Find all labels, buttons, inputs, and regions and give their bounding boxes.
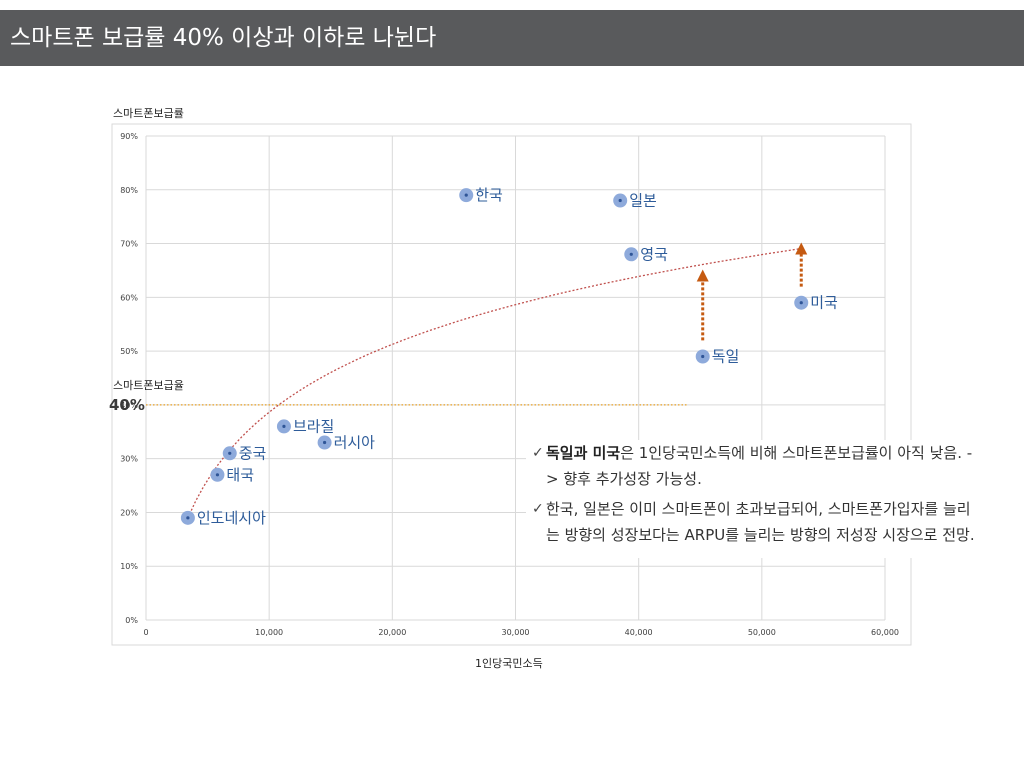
point-label: 일본 xyxy=(629,192,657,210)
data-point-center xyxy=(322,440,327,445)
data-point-center xyxy=(282,424,286,428)
x-tick-label: 50,000 xyxy=(748,628,776,637)
y-tick-label: 20% xyxy=(120,508,138,517)
point-label: 영국 xyxy=(640,245,668,263)
point-label: 독일 xyxy=(712,347,740,365)
note-item-2: ✓ 한국, 일본은 이미 스마트폰이 초과보급되어, 스마트폰가입자를 늘리는 … xyxy=(530,496,978,548)
y-tick-label: 80% xyxy=(120,186,138,195)
y-tick-label: 60% xyxy=(120,293,138,302)
point-label: 러시아 xyxy=(334,434,376,452)
data-point-center xyxy=(464,193,468,197)
x-axis-title: 1인당국민소득 xyxy=(475,657,543,670)
title-bar: 스마트폰 보급률 40% 이상과 이하로 나뉜다 xyxy=(0,10,1024,66)
data-point-center xyxy=(215,473,220,477)
note1-text: 은 1인당국민소득에 비해 스마트폰보급률이 아직 낮음. -> 향후 추가성장… xyxy=(546,444,973,488)
data-point-center xyxy=(186,516,190,520)
x-tick-label: 40,000 xyxy=(625,628,653,637)
axis-labels: 0% 10% 20% 30% 40% 50% 60% 70% 80% 90% 0 10,000 20,0… xyxy=(120,132,899,637)
threshold-label: 스마트폰보급율 xyxy=(113,379,184,392)
y-axis-title: 스마트폰보급률 xyxy=(113,107,184,120)
note-item-1: ✓ 독일과 미국은 1인당국민소득에 비해 스마트폰보급률이 아직 낮음. ->… xyxy=(530,440,978,492)
data-point-center xyxy=(701,354,705,359)
data-point-center xyxy=(799,301,803,305)
note1-bold: 독일과 미국 xyxy=(546,444,621,462)
x-tick-label: 0 xyxy=(143,628,148,637)
data-point-center xyxy=(228,451,232,455)
point-label: 미국 xyxy=(810,294,838,312)
data-point-center xyxy=(629,252,633,256)
point-label: 한국 xyxy=(475,186,503,204)
chart-border xyxy=(111,123,912,646)
point-label: 중국 xyxy=(239,444,267,462)
y-tick-label: 90% xyxy=(120,132,138,141)
x-tick-label: 60,000 xyxy=(871,628,899,637)
check-icon: ✓ xyxy=(532,445,544,461)
arrow-head xyxy=(795,242,808,255)
y-tick-label: 0% xyxy=(125,616,138,625)
x-tick-label: 30,000 xyxy=(502,628,530,637)
trendline xyxy=(187,248,799,519)
trendline-group xyxy=(187,248,799,519)
x-tick-label: 20,000 xyxy=(378,628,406,637)
x-tick-label: 10,000 xyxy=(255,628,283,637)
y-tick-label: 50% xyxy=(120,347,138,356)
arrow-group xyxy=(696,242,808,341)
notes-box: ✓ 독일과 미국은 1인당국민소득에 비해 스마트폰보급률이 아직 낮음. ->… xyxy=(526,440,982,558)
y-tick-label: 40% xyxy=(120,401,138,410)
point-label: 브라질 xyxy=(293,417,334,435)
point-label: 태국 xyxy=(226,466,254,484)
page-title: 스마트폰 보급률 40% 이상과 이하로 나뉜다 xyxy=(10,25,437,51)
threshold-value: 40% xyxy=(109,396,145,414)
point-label: 인도네시아 xyxy=(197,509,266,527)
y-tick-label: 10% xyxy=(120,562,138,571)
arrow-head xyxy=(696,269,709,282)
data-point-center xyxy=(618,198,622,203)
check-icon: ✓ xyxy=(532,501,544,517)
y-tick-label: 30% xyxy=(120,455,138,464)
note2-text: 한국, 일본은 이미 스마트폰이 초과보급되어, 스마트폰가입자를 늘리는 방향… xyxy=(546,500,975,544)
y-tick-label: 70% xyxy=(120,240,138,249)
